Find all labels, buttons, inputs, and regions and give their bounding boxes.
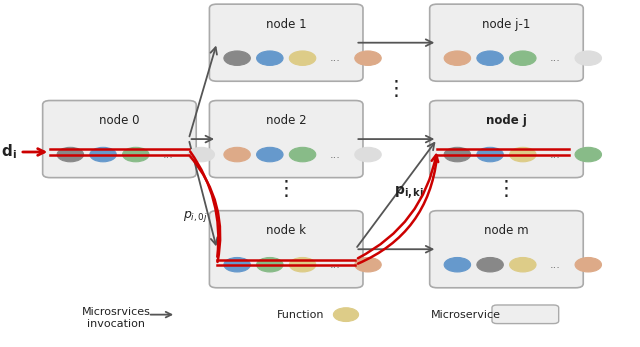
Circle shape: [257, 147, 283, 162]
Circle shape: [123, 147, 149, 162]
Circle shape: [509, 147, 536, 162]
FancyBboxPatch shape: [429, 211, 583, 288]
Text: node 1: node 1: [266, 18, 307, 31]
Circle shape: [257, 51, 283, 66]
Text: ...: ...: [163, 150, 174, 160]
FancyArrowPatch shape: [189, 142, 218, 245]
FancyArrowPatch shape: [358, 39, 433, 46]
Text: node 0: node 0: [99, 114, 140, 127]
FancyArrowPatch shape: [191, 136, 212, 142]
Text: ...: ...: [550, 150, 561, 160]
Text: node m: node m: [484, 225, 529, 237]
Text: Function: Function: [276, 310, 324, 320]
FancyBboxPatch shape: [209, 4, 363, 81]
Text: ...: ...: [330, 260, 340, 270]
Circle shape: [355, 147, 381, 162]
Circle shape: [289, 257, 316, 272]
Text: $p_{i,0j}$: $p_{i,0j}$: [182, 209, 207, 224]
Circle shape: [444, 257, 470, 272]
Text: node k: node k: [266, 225, 306, 237]
Circle shape: [509, 257, 536, 272]
Circle shape: [575, 51, 602, 66]
FancyArrowPatch shape: [189, 47, 217, 136]
FancyBboxPatch shape: [43, 101, 196, 178]
FancyArrowPatch shape: [357, 143, 435, 247]
Circle shape: [509, 51, 536, 66]
FancyBboxPatch shape: [209, 211, 363, 288]
Text: node j-1: node j-1: [483, 18, 531, 31]
Text: node j: node j: [486, 114, 527, 127]
Circle shape: [355, 257, 381, 272]
Text: Microsrvices
invocation: Microsrvices invocation: [82, 307, 151, 329]
Circle shape: [289, 147, 316, 162]
Circle shape: [224, 51, 250, 66]
Text: ...: ...: [550, 53, 561, 63]
Circle shape: [289, 51, 316, 66]
Text: ⋮: ⋮: [496, 179, 517, 199]
Circle shape: [477, 147, 503, 162]
Circle shape: [224, 257, 250, 272]
Circle shape: [257, 257, 283, 272]
Circle shape: [444, 147, 470, 162]
Text: ...: ...: [550, 260, 561, 270]
Text: ⋮: ⋮: [276, 179, 296, 199]
Circle shape: [224, 147, 250, 162]
Circle shape: [575, 257, 602, 272]
Text: node 2: node 2: [266, 114, 307, 127]
Text: $\mathbf{p_{i,kj}}$: $\mathbf{p_{i,kj}}$: [394, 184, 424, 201]
Circle shape: [90, 147, 116, 162]
Text: ...: ...: [330, 53, 340, 63]
FancyArrowPatch shape: [358, 136, 433, 142]
Circle shape: [575, 147, 602, 162]
Circle shape: [57, 147, 84, 162]
Text: Microservice: Microservice: [431, 310, 501, 320]
FancyBboxPatch shape: [429, 101, 583, 178]
FancyBboxPatch shape: [209, 101, 363, 178]
Circle shape: [477, 51, 503, 66]
Circle shape: [477, 257, 503, 272]
FancyArrowPatch shape: [358, 246, 433, 253]
Circle shape: [355, 51, 381, 66]
Circle shape: [188, 147, 214, 162]
Circle shape: [333, 308, 358, 322]
Text: $\mathbf{d_i}$: $\mathbf{d_i}$: [1, 143, 17, 161]
FancyBboxPatch shape: [492, 305, 559, 324]
Circle shape: [444, 51, 470, 66]
Text: ⋮: ⋮: [386, 79, 407, 99]
Text: ...: ...: [330, 150, 340, 160]
FancyBboxPatch shape: [429, 4, 583, 81]
